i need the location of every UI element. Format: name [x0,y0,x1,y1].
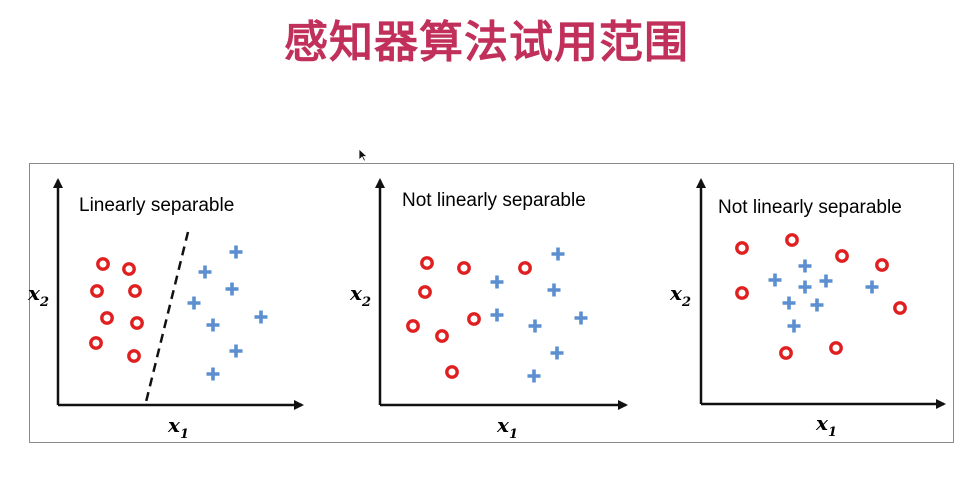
plus-point [819,274,833,288]
plus-point [865,280,879,294]
panel-not-linearly-separable-1: Not linearly separable x2 x1 [349,178,628,442]
plus-point [229,344,243,358]
separator-line [144,231,190,403]
circle-point [89,336,103,350]
circle-point [406,319,420,333]
circle-point [128,284,142,298]
circle-point [735,241,749,255]
y-axis-label: x2 [349,281,371,310]
plus-point [574,311,588,325]
circle-point [779,346,793,360]
circle-point [518,261,532,275]
plus-point [254,310,268,324]
circle-point [420,256,434,270]
plus-point [782,296,796,310]
circle-point [457,261,471,275]
panel-linearly-separable: Linearly separable x2 x1 [27,178,304,442]
plus-point [527,369,541,383]
panel-title: Linearly separable [79,195,234,216]
circle-point [445,365,459,379]
circle-point [100,311,114,325]
plus-point [225,282,239,296]
circle-point [418,285,432,299]
panel-title: Not linearly separable [402,190,586,211]
y-axis-label: x2 [27,281,49,310]
plus-point [229,245,243,259]
circle-point [835,249,849,263]
circle-point [122,262,136,276]
plus-point [206,367,220,381]
plus-point [490,308,504,322]
y-axis-label: x2 [669,281,691,310]
circle-point [467,312,481,326]
panel-not-linearly-separable-2: Not linearly separable x2 x1 [669,178,946,440]
x-axis-label: x1 [496,413,518,442]
plus-point [551,247,565,261]
circle-point [893,301,907,315]
plus-point [528,319,542,333]
x-axis-label: x1 [815,411,837,440]
diagram-frame [29,163,954,443]
circle-point [127,349,141,363]
circle-point [435,329,449,343]
circle-point [90,284,104,298]
plus-point [550,346,564,360]
plus-point [547,283,561,297]
plus-point [187,296,201,310]
circle-point [875,258,889,272]
panel-title: Not linearly separable [718,197,902,218]
plus-point [798,280,812,294]
circle-point [829,341,843,355]
circle-point [130,316,144,330]
plus-point [810,298,824,312]
plus-point [798,259,812,273]
x-axis-label: x1 [167,413,189,442]
slide-title: 感知器算法试用范围 [284,17,689,68]
circle-point [785,233,799,247]
plus-point [206,318,220,332]
circle-point [96,257,110,271]
plus-point [490,275,504,289]
plus-point [198,265,212,279]
circle-point [735,286,749,300]
mouse-pointer-icon [358,148,368,162]
plus-point [787,319,801,333]
plus-point [768,273,782,287]
